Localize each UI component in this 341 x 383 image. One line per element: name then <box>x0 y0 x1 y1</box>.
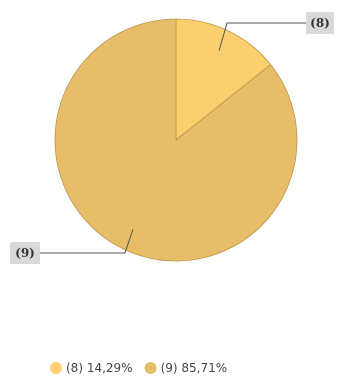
legend-label: (8) 14,29% <box>66 361 133 375</box>
legend-swatch <box>50 362 62 374</box>
slice-label: (8) <box>310 16 330 30</box>
pie-slice <box>54 18 298 262</box>
legend-swatch <box>144 362 157 374</box>
callout-box <box>306 12 334 34</box>
slice-label: (9) <box>15 246 35 260</box>
leader-line <box>218 22 306 51</box>
legend: (8) 14,29% (9) 85,71% <box>50 361 227 375</box>
pie-slice <box>175 18 272 141</box>
pie-slices <box>54 18 298 262</box>
leader-line <box>40 229 134 254</box>
pie-callouts: (8) (9) <box>10 12 334 264</box>
callout-box <box>10 242 40 264</box>
legend-label: (9) 85,71% <box>161 361 228 375</box>
